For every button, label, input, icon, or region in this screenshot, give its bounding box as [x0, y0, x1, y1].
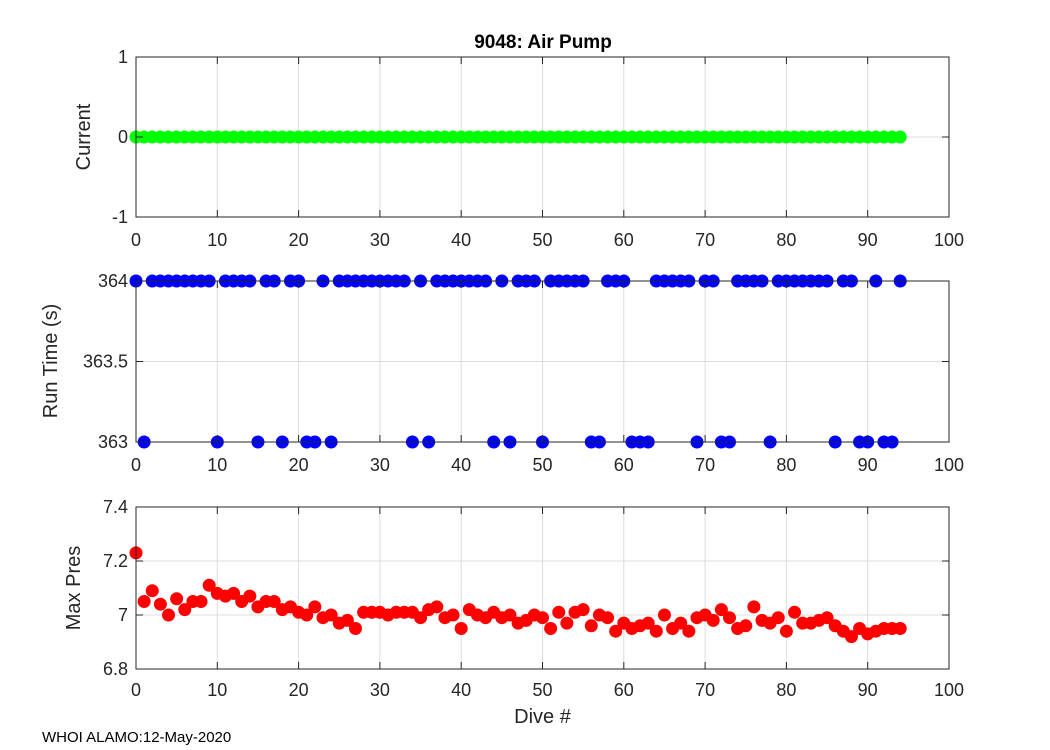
- run-time-panel: 0 10 20 30 40 50 60 70 80 90 100 363 363.5 364 Run Tim…: [40, 271, 964, 475]
- max-pres-point: [722, 611, 736, 625]
- max-pres-point: [227, 586, 241, 600]
- max-pres-x-tick-label: 50: [532, 680, 552, 700]
- max-pres-point: [454, 622, 468, 635]
- max-pres-point: [145, 584, 159, 598]
- max-pres-x-tick-label: 0: [131, 680, 141, 700]
- max-pres-point: [641, 616, 655, 630]
- max-pres-point: [649, 624, 663, 638]
- max-pres-point: [536, 611, 549, 625]
- max-pres-point: [706, 613, 720, 627]
- max-pres-y-axis-label: Max Pres: [63, 546, 85, 630]
- max-pres-point: [267, 595, 281, 608]
- max-pres-point: [601, 611, 615, 625]
- run-time-x-tick-label: 80: [776, 455, 796, 475]
- current-point: [893, 130, 907, 144]
- max-pres-point: [202, 578, 216, 592]
- max-pres-point: [739, 619, 753, 633]
- current-x-tick-label: 70: [695, 230, 715, 250]
- current-x-tick-label: 90: [858, 230, 878, 250]
- current-x-tick-label: 100: [934, 230, 964, 250]
- current-x-tick-label: 80: [776, 230, 796, 250]
- max-pres-point: [747, 600, 761, 614]
- run-time-y-tick-label: 363.5: [83, 352, 128, 372]
- current-x-tick-label: 10: [207, 230, 227, 250]
- max-pres-point: [170, 592, 184, 606]
- max-pres-x-tick-label: 80: [776, 680, 796, 700]
- max-pres-x-axis-label: Dive #: [514, 706, 572, 728]
- max-pres-point: [503, 608, 517, 622]
- max-pres-point: [544, 622, 558, 635]
- max-pres-point: [153, 597, 167, 611]
- max-pres-point: [576, 603, 590, 617]
- current-x-tick-label: 30: [370, 230, 390, 250]
- max-pres-point: [584, 619, 598, 633]
- max-pres-panel: 0 10 20 30 40 50 60 70 80 90 100 6.8 7 7.2 7.4 Max Pres…: [63, 497, 964, 728]
- current-x-tick-label: 40: [451, 230, 471, 250]
- max-pres-y-tick-label: 6.8: [103, 659, 128, 679]
- max-pres-x-tick-label: 40: [451, 680, 471, 700]
- max-pres-point: [714, 603, 728, 617]
- max-pres-point: [552, 605, 566, 619]
- max-pres-point: [308, 600, 322, 614]
- max-pres-x-tick-label: 20: [289, 680, 309, 700]
- max-pres-point: [609, 624, 623, 638]
- run-time-x-tick-label: 0: [131, 455, 141, 475]
- max-pres-point: [446, 608, 460, 622]
- max-pres-x-tick-label: 70: [695, 680, 715, 700]
- max-pres-point: [779, 624, 793, 638]
- current-x-tick-label: 20: [289, 230, 309, 250]
- figure-title: 9048: Air Pump: [474, 32, 612, 53]
- max-pres-x-tick-label: 10: [207, 680, 227, 700]
- max-pres-point: [893, 622, 907, 635]
- max-pres-point: [243, 589, 257, 603]
- run-time-x-tick-label: 100: [934, 455, 964, 475]
- max-pres-point: [324, 608, 338, 622]
- run-time-x-tick-label: 50: [532, 455, 552, 475]
- current-y-tick-label: -1: [112, 207, 128, 227]
- footer-label: WHOI ALAMO:12-May-2020: [42, 729, 231, 746]
- run-time-x-tick-label: 70: [695, 455, 715, 475]
- current-x-tick-label: 0: [131, 230, 141, 250]
- max-pres-point: [178, 603, 192, 617]
- max-pres-y-tick-label: 7: [118, 605, 128, 625]
- run-time-x-tick-label: 90: [858, 455, 878, 475]
- run-time-y-tick-label: 364: [98, 271, 128, 291]
- run-time-x-tick-label: 60: [614, 455, 634, 475]
- run-time-x-tick-label: 30: [370, 455, 390, 475]
- max-pres-point: [674, 616, 688, 630]
- run-time-x-tick-label: 40: [451, 455, 471, 475]
- current-x-tick-label: 60: [614, 230, 634, 250]
- max-pres-point: [560, 616, 574, 630]
- max-pres-x-tick-label: 90: [858, 680, 878, 700]
- max-pres-point: [788, 605, 802, 619]
- max-pres-x-tick-label: 30: [370, 680, 390, 700]
- max-pres-point: [414, 611, 428, 625]
- current-x-tick-label: 50: [532, 230, 552, 250]
- max-pres-y-tick-label: 7.2: [103, 551, 128, 571]
- max-pres-x-tick-label: 60: [614, 680, 634, 700]
- current-y-axis-label: Current: [73, 103, 95, 170]
- max-pres-point: [162, 608, 176, 622]
- current-y-tick-label: 0: [118, 127, 128, 147]
- max-pres-point: [349, 622, 363, 635]
- max-pres-point: [682, 624, 696, 638]
- max-pres-point: [657, 608, 671, 622]
- max-pres-point: [844, 630, 858, 644]
- max-pres-point: [340, 613, 354, 627]
- run-time-y-axis-label: Run Time (s): [40, 304, 62, 418]
- max-pres-point: [771, 611, 785, 625]
- current-y-tick-label: 1: [118, 47, 128, 67]
- max-pres-y-tick-label: 7.4: [103, 497, 128, 517]
- run-time-x-tick-label: 10: [207, 455, 227, 475]
- max-pres-point: [137, 595, 151, 608]
- max-pres-point: [430, 600, 444, 614]
- run-time-x-tick-label: 20: [289, 455, 309, 475]
- run-time-y-tick-label: 363: [98, 432, 128, 452]
- max-pres-x-tick-label: 100: [934, 680, 964, 700]
- max-pres-point: [300, 608, 314, 622]
- max-pres-point: [194, 595, 208, 608]
- max-pres-point: [820, 611, 834, 625]
